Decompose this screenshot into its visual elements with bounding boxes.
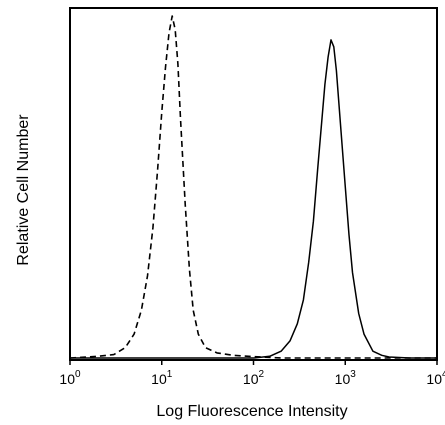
- x-tick-label: 103: [335, 369, 357, 387]
- y-axis-title: Relative Cell Number: [15, 114, 32, 266]
- x-tick-label: 100: [59, 369, 81, 387]
- x-axis-title: Log Fluorescence Intensity: [156, 403, 347, 420]
- series-line-stained: [70, 39, 437, 359]
- x-tick-label: 104: [426, 369, 445, 387]
- series-line-control: [69, 15, 437, 359]
- x-tick-label: 101: [151, 369, 173, 387]
- plot-frame: [69, 7, 438, 361]
- x-tick-label: 102: [243, 369, 265, 387]
